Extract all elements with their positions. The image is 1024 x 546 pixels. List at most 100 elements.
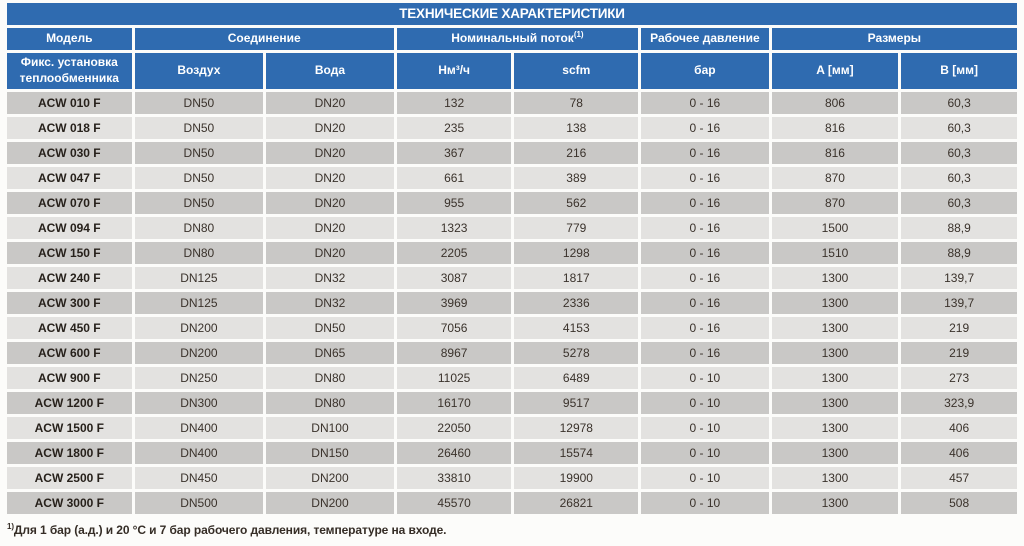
page-title: ТЕХНИЧЕСКИЕ ХАРАКТЕРИСТИКИ (7, 3, 1017, 25)
value-cell: DN80 (266, 367, 394, 389)
model-cell: ACW 094 F (7, 217, 132, 239)
value-cell: 132 (396, 92, 512, 114)
header-dimensions: Размеры (771, 28, 1017, 50)
value-cell: 2336 (514, 292, 639, 314)
value-cell: 3087 (396, 267, 512, 289)
value-cell: 406 (901, 417, 1017, 439)
value-cell: DN65 (266, 342, 394, 364)
value-cell: DN20 (266, 192, 394, 214)
value-cell: 88,9 (901, 217, 1017, 239)
model-cell: ACW 1200 F (7, 392, 132, 414)
footnote-text: Для 1 бар (а.д.) и 20 °C и 7 бар рабочег… (13, 523, 447, 537)
value-cell: 26460 (396, 442, 512, 464)
value-cell: 1300 (771, 492, 899, 514)
value-cell: 2205 (396, 242, 512, 264)
header-nominal-flow: Номинальный поток(1) (396, 28, 639, 50)
value-cell: 273 (901, 367, 1017, 389)
value-cell: DN125 (134, 267, 264, 289)
value-cell: DN400 (134, 417, 264, 439)
value-cell: DN450 (134, 467, 264, 489)
subheader-air: Воздух (134, 53, 264, 89)
value-cell: 0 - 16 (641, 217, 769, 239)
value-cell: 323,9 (901, 392, 1017, 414)
table-body: ACW 010 F DN50 DN20 132 78 0 - 16 806 60,3 ACW 0… (7, 92, 1017, 514)
value-cell: 78 (514, 92, 639, 114)
model-cell: ACW 240 F (7, 267, 132, 289)
header-group-row: Модель Соединение Номинальный поток(1) Р… (7, 28, 1017, 50)
table-row: ACW 600 F DN200 DN65 8967 5278 0 - 16 1300 219 (7, 342, 1017, 364)
header-model: Модель (7, 28, 132, 50)
value-cell: 33810 (396, 467, 512, 489)
value-cell: 1500 (771, 217, 899, 239)
value-cell: 1300 (771, 392, 899, 414)
value-cell: 779 (514, 217, 639, 239)
value-cell: 60,3 (901, 142, 1017, 164)
header-nominal-flow-label: Номинальный поток (451, 31, 574, 46)
value-cell: 562 (514, 192, 639, 214)
value-cell: 1300 (771, 417, 899, 439)
value-cell: DN20 (266, 217, 394, 239)
subheader-b-mm: B [мм] (901, 53, 1017, 89)
model-cell: ACW 300 F (7, 292, 132, 314)
value-cell: DN200 (266, 467, 394, 489)
value-cell: 235 (396, 117, 512, 139)
value-cell: 0 - 16 (641, 342, 769, 364)
value-cell: 1300 (771, 367, 899, 389)
value-cell: 60,3 (901, 192, 1017, 214)
value-cell: 816 (771, 142, 899, 164)
model-cell: ACW 150 F (7, 242, 132, 264)
subheader-nm3h: Нм³/ч (396, 53, 512, 89)
value-cell: 1300 (771, 467, 899, 489)
value-cell: 0 - 10 (641, 417, 769, 439)
value-cell: 88,9 (901, 242, 1017, 264)
subheader-bar: бар (641, 53, 769, 89)
value-cell: 1300 (771, 292, 899, 314)
model-cell: ACW 2500 F (7, 467, 132, 489)
value-cell: DN300 (134, 392, 264, 414)
value-cell: DN80 (134, 242, 264, 264)
model-cell: ACW 047 F (7, 167, 132, 189)
value-cell: 0 - 10 (641, 392, 769, 414)
value-cell: DN50 (266, 317, 394, 339)
model-cell: ACW 1500 F (7, 417, 132, 439)
value-cell: 60,3 (901, 167, 1017, 189)
value-cell: 0 - 10 (641, 442, 769, 464)
table-row: ACW 240 F DN125 DN32 3087 1817 0 - 16 1300 139,… (7, 267, 1017, 289)
value-cell: DN200 (134, 317, 264, 339)
header-working-pressure: Рабочее давление (641, 28, 769, 50)
table-row: ACW 2500 F DN450 DN200 33810 19900 0 - 10 1300… (7, 467, 1017, 489)
value-cell: 508 (901, 492, 1017, 514)
value-cell: 0 - 16 (641, 267, 769, 289)
value-cell: 26821 (514, 492, 639, 514)
value-cell: DN32 (266, 292, 394, 314)
value-cell: DN50 (134, 167, 264, 189)
model-cell: ACW 1800 F (7, 442, 132, 464)
table-row: ACW 150 F DN80 DN20 2205 1298 0 - 16 1510 88,9 (7, 242, 1017, 264)
value-cell: DN20 (266, 117, 394, 139)
value-cell: 16170 (396, 392, 512, 414)
value-cell: 8967 (396, 342, 512, 364)
model-cell: ACW 010 F (7, 92, 132, 114)
value-cell: 216 (514, 142, 639, 164)
table-row: ACW 450 F DN200 DN50 7056 4153 0 - 16 1300 219 (7, 317, 1017, 339)
table-row: ACW 1800 F DN400 DN150 26460 15574 0 - 10 1300… (7, 442, 1017, 464)
value-cell: 12978 (514, 417, 639, 439)
value-cell: 1298 (514, 242, 639, 264)
value-cell: 389 (514, 167, 639, 189)
value-cell: 0 - 10 (641, 467, 769, 489)
table-row: ACW 300 F DN125 DN32 3969 2336 0 - 16 1300 139,… (7, 292, 1017, 314)
table-row: ACW 1200 F DN300 DN80 16170 9517 0 - 10 1300 32… (7, 392, 1017, 414)
value-cell: 219 (901, 342, 1017, 364)
value-cell: DN400 (134, 442, 264, 464)
model-cell: ACW 030 F (7, 142, 132, 164)
value-cell: 816 (771, 117, 899, 139)
value-cell: 11025 (396, 367, 512, 389)
value-cell: 9517 (514, 392, 639, 414)
value-cell: 0 - 16 (641, 192, 769, 214)
value-cell: DN200 (266, 492, 394, 514)
table-row: ACW 047 F DN50 DN20 661 389 0 - 16 870 60,3 (7, 167, 1017, 189)
value-cell: 4153 (514, 317, 639, 339)
value-cell: DN80 (134, 217, 264, 239)
value-cell: 955 (396, 192, 512, 214)
